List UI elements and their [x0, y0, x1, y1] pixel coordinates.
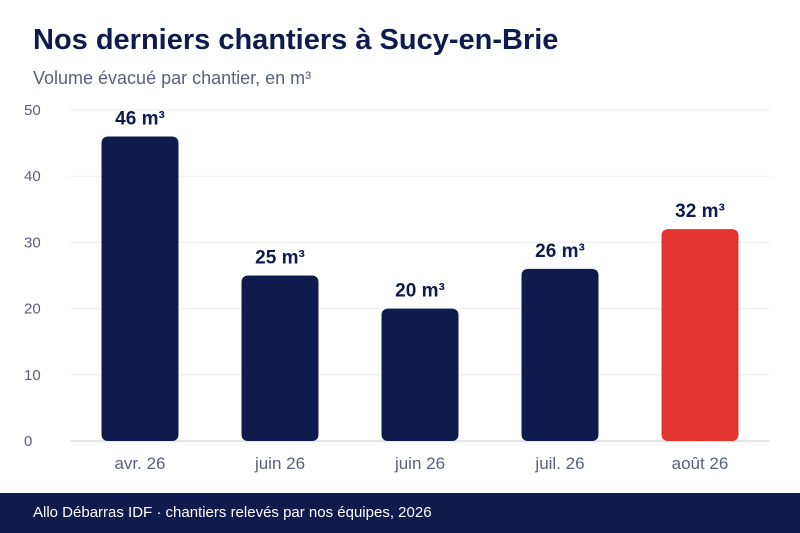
data-label: 32 m³	[675, 201, 725, 222]
bar	[381, 308, 459, 441]
x-axis: avr. 26 juin 26 juin 26 juil. 26 août 26	[114, 454, 728, 473]
bar	[241, 275, 319, 441]
bar-chart: 0 10 20 30 40 50 46 m³ 25 m³ 20 m³ 26 m³ 32 m³ av…	[24, 102, 770, 473]
bar	[101, 136, 179, 442]
data-label: 46 m³	[115, 108, 165, 129]
y-tick-label: 30	[24, 234, 41, 251]
x-tick-label: juin 26	[394, 454, 445, 473]
footer-bar: Allo Débarras IDF · chantiers relevés pa…	[0, 493, 800, 533]
y-tick-label: 50	[24, 102, 41, 119]
y-tick-label: 0	[24, 433, 32, 450]
y-tick-label: 10	[24, 367, 41, 384]
x-tick-label: août 26	[672, 454, 729, 473]
x-tick-label: juin 26	[254, 454, 305, 473]
bar	[521, 268, 599, 441]
y-axis: 0 10 20 30 40 50	[24, 102, 41, 450]
y-tick-label: 40	[24, 168, 41, 185]
y-tick-label: 20	[24, 301, 41, 318]
x-tick-label: juil. 26	[534, 454, 584, 473]
chart-title: Nos derniers chantiers à Sucy-en-Brie	[33, 24, 559, 56]
data-label: 20 m³	[395, 281, 445, 302]
bars	[101, 136, 739, 442]
data-labels: 46 m³ 25 m³ 20 m³ 26 m³ 32 m³	[115, 108, 725, 301]
data-label: 25 m³	[255, 248, 305, 269]
chart-subtitle: Volume évacué par chantier, en m³	[33, 68, 312, 88]
x-tick-label: avr. 26	[114, 454, 165, 473]
data-label: 26 m³	[535, 241, 585, 262]
footer-text: Allo Débarras IDF · chantiers relevés pa…	[33, 504, 432, 521]
bar	[661, 229, 739, 441]
